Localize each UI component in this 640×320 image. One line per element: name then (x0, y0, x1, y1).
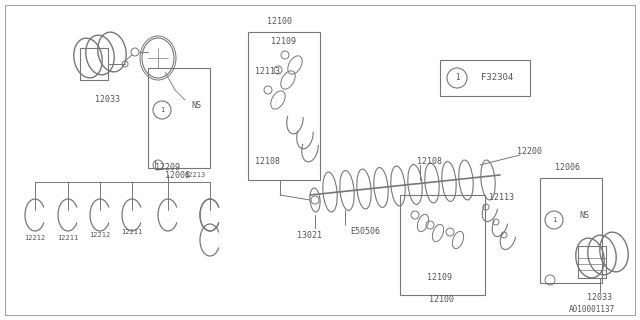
Text: A010001137: A010001137 (569, 306, 615, 315)
Bar (80, 48, 108, 80)
Text: 12200: 12200 (518, 148, 543, 156)
Text: 12211: 12211 (58, 235, 79, 241)
Text: 12113: 12113 (255, 68, 280, 76)
Text: 12209: 12209 (156, 164, 180, 172)
Text: 12006: 12006 (166, 171, 191, 180)
Text: 12033: 12033 (588, 293, 612, 302)
Bar (540, 178, 602, 283)
Bar (578, 246, 606, 278)
Bar (248, 32, 320, 180)
Text: 12109: 12109 (271, 37, 296, 46)
Text: 12213: 12213 (184, 172, 205, 178)
Text: 1: 1 (160, 107, 164, 113)
Text: 13021: 13021 (298, 230, 323, 239)
Text: 12100: 12100 (429, 295, 454, 305)
Text: F32304: F32304 (481, 74, 513, 83)
Text: NS: NS (191, 100, 201, 109)
Text: 12211: 12211 (122, 229, 143, 235)
Text: 12212: 12212 (90, 232, 111, 238)
Bar (400, 195, 485, 295)
Text: 12033: 12033 (95, 95, 120, 105)
Text: 12108: 12108 (417, 157, 442, 166)
Text: 12109: 12109 (428, 274, 452, 283)
Text: E50506: E50506 (350, 228, 380, 236)
Text: 12113: 12113 (490, 194, 515, 203)
Bar (440, 60, 530, 96)
Text: 1: 1 (552, 217, 556, 223)
Text: 12212: 12212 (24, 235, 45, 241)
Text: 1: 1 (454, 74, 460, 83)
Text: 12108: 12108 (255, 157, 280, 166)
Bar (148, 68, 210, 168)
Text: NS: NS (579, 211, 589, 220)
Text: 12006: 12006 (554, 164, 579, 172)
Text: 12100: 12100 (268, 18, 292, 27)
